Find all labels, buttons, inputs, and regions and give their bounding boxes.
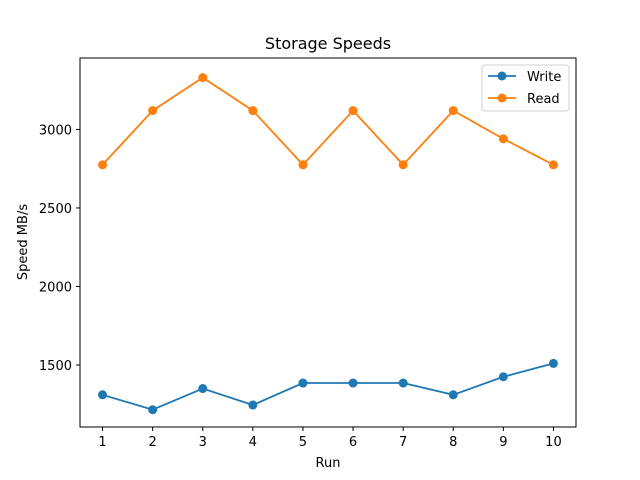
data-point-read [548,160,558,170]
data-point-write [348,378,358,388]
data-point-read [448,106,458,116]
legend: Write Read [481,64,570,112]
x-tick-label: 3 [199,435,207,450]
series-line-write [102,362,554,411]
x-tick-label: 6 [349,435,357,450]
chart-title: Storage Speeds [265,34,391,53]
data-point-read [348,106,358,116]
data-point-read [198,73,208,83]
data-point-write [298,378,308,388]
data-point-write [398,378,408,388]
data-point-write [98,390,108,400]
plot-frame [79,57,577,428]
x-tick-label: 8 [449,435,457,450]
x-tick-label: 5 [299,435,307,450]
data-point-write [448,390,458,400]
y-tick-label: 2500 [39,202,72,217]
data-point-write [498,372,508,382]
data-point-read [398,160,408,170]
data-point-read [148,106,158,116]
x-tick-label: 1 [98,435,106,450]
x-tick-label: 9 [499,435,507,450]
legend-label-write: Write [527,70,561,85]
data-point-read [298,160,308,170]
x-tick-label: 7 [399,435,407,450]
y-tick-label: 1500 [39,359,72,374]
y-tick-label: 2000 [39,280,72,295]
data-point-read [498,134,508,144]
data-point-read [248,106,258,116]
data-point-read [98,160,108,170]
legend-marker-read [497,93,507,103]
legend-label-read: Read [527,92,560,107]
data-point-write [248,400,258,410]
series-line-read [101,76,554,167]
data-point-write [148,405,158,415]
x-tick-label: 2 [149,435,157,450]
data-point-write [548,358,558,368]
data-point-write [198,384,208,394]
y-tick-label: 3000 [39,123,72,138]
x-tick-label: 10 [545,435,562,450]
legend-marker-write [497,71,507,81]
x-axis-label: Run [316,456,341,471]
y-axis-label: Speed MB/s [16,204,31,280]
plot-area: 1 2 3 4 5 6 7 8 9 10 1500 2000 2500 3000 [39,57,577,450]
x-tick-label: 4 [249,435,257,450]
